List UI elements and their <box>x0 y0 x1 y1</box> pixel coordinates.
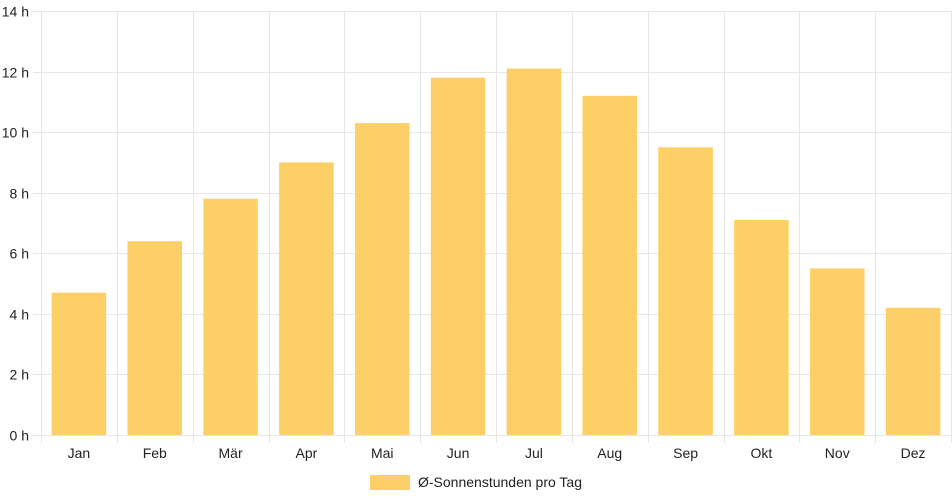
y-tick-label: 6 h <box>10 246 29 262</box>
axes: 0 h 2 h 4 h 6 h 8 h 10 h 12 h 14 h Jan Feb Mär Apr M… <box>2 4 926 462</box>
x-tick-label: Jan <box>68 445 91 461</box>
y-tick-label: 2 h <box>10 367 29 383</box>
x-tick-label: Mai <box>371 445 394 461</box>
legend-label[interactable]: Ø-Sonnenstunden pro Tag <box>418 474 582 490</box>
grid <box>33 11 952 443</box>
y-tick-label: 8 h <box>10 186 29 202</box>
x-tick-label: Mär <box>219 445 243 461</box>
bar <box>809 268 865 435</box>
legend[interactable]: Ø-Sonnenstunden pro Tag <box>370 474 582 490</box>
x-tick-label: Jun <box>447 445 470 461</box>
bar <box>51 292 107 435</box>
x-tick-label: Nov <box>825 445 850 461</box>
x-tick-label: Apr <box>296 445 318 461</box>
x-tick-label: Okt <box>751 445 773 461</box>
legend-swatch[interactable] <box>370 475 410 490</box>
y-tick-label: 14 h <box>2 4 29 20</box>
bar <box>885 307 941 435</box>
bar <box>203 198 258 435</box>
bar <box>658 147 713 436</box>
y-tick-label: 0 h <box>10 428 29 444</box>
bar <box>582 95 638 436</box>
bar <box>506 68 562 436</box>
y-tick-label: 10 h <box>2 125 29 141</box>
y-tick-label: 12 h <box>2 65 29 81</box>
y-tick-label: 4 h <box>10 307 29 323</box>
x-tick-label: Feb <box>143 445 167 461</box>
x-tick-label: Dez <box>901 445 926 461</box>
x-tick-label: Jul <box>525 445 543 461</box>
bar <box>430 77 486 435</box>
x-tick-label: Sep <box>673 445 698 461</box>
bar <box>354 123 410 436</box>
x-tick-label: Aug <box>597 445 622 461</box>
bar <box>279 162 334 435</box>
bars <box>51 68 941 436</box>
bar <box>127 241 183 435</box>
bar <box>734 219 789 435</box>
